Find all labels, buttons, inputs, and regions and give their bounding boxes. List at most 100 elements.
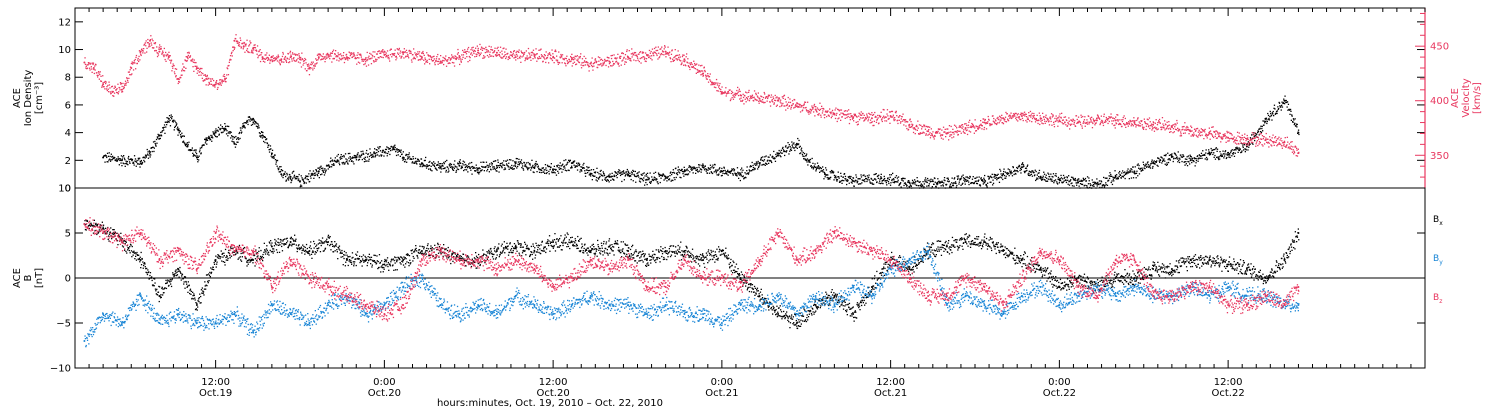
- data-point: [471, 52, 472, 53]
- data-point: [362, 151, 363, 152]
- data-point: [897, 123, 898, 124]
- data-point: [128, 158, 129, 159]
- data-point: [732, 97, 733, 98]
- data-point: [275, 159, 276, 160]
- data-point: [1267, 113, 1268, 114]
- data-point: [1265, 121, 1266, 122]
- data-point: [1271, 115, 1272, 116]
- data-point: [215, 130, 216, 131]
- data-point: [255, 47, 256, 48]
- data-point: [641, 57, 642, 58]
- data-point: [844, 114, 845, 115]
- data-point: [978, 180, 979, 181]
- data-point: [705, 165, 706, 166]
- data-point: [1095, 182, 1096, 183]
- data-point: [330, 56, 331, 57]
- data-point: [580, 166, 581, 167]
- data-point: [850, 178, 851, 179]
- data-point: [664, 45, 665, 46]
- data-point: [195, 62, 196, 63]
- data-point: [993, 183, 994, 184]
- data-point: [1201, 153, 1202, 154]
- data-point: [855, 174, 856, 175]
- data-point: [1022, 162, 1023, 163]
- data-point: [465, 51, 466, 52]
- data-point: [516, 167, 517, 168]
- data-point: [172, 66, 173, 67]
- data-point: [596, 61, 597, 62]
- data-point: [345, 153, 346, 154]
- data-point: [429, 165, 430, 166]
- data-point: [127, 78, 128, 79]
- data-point: [1023, 164, 1024, 165]
- data-point: [124, 158, 125, 159]
- data-point: [112, 156, 113, 157]
- data-point: [306, 70, 307, 71]
- data-point: [290, 55, 291, 56]
- data-point: [404, 161, 405, 162]
- data-point: [120, 158, 121, 159]
- data-point: [708, 82, 709, 83]
- data-point: [558, 51, 559, 52]
- data-point: [558, 64, 559, 65]
- data-point: [551, 49, 552, 50]
- data-point: [518, 161, 519, 162]
- data-point: [1156, 160, 1157, 161]
- data-point: [467, 49, 468, 50]
- data-point: [220, 83, 221, 84]
- data-point: [696, 63, 697, 64]
- data-point: [653, 180, 654, 181]
- data-point: [632, 172, 633, 173]
- data-point: [819, 172, 820, 173]
- data-point: [513, 57, 514, 58]
- data-point: [479, 55, 480, 56]
- data-point: [994, 174, 995, 175]
- data-point: [765, 165, 766, 166]
- data-point: [157, 137, 158, 138]
- data-point: [123, 155, 124, 156]
- data-point: [257, 126, 258, 127]
- data-point: [408, 154, 409, 155]
- data-point: [930, 181, 931, 182]
- data-point: [575, 56, 576, 57]
- data-point: [621, 174, 622, 175]
- data-point: [300, 186, 301, 187]
- data-point: [802, 155, 803, 156]
- data-point: [254, 44, 255, 45]
- data-point: [880, 183, 881, 184]
- data-point: [412, 54, 413, 55]
- data-point: [664, 48, 665, 49]
- data-point: [483, 162, 484, 163]
- data-point: [1145, 165, 1146, 166]
- data-point: [1112, 184, 1113, 185]
- data-point: [645, 179, 646, 180]
- data-point: [432, 163, 433, 164]
- data-point: [655, 172, 656, 173]
- data-point: [802, 154, 803, 155]
- data-point: [1105, 178, 1106, 179]
- data-point: [486, 49, 487, 50]
- data-point: [497, 159, 498, 160]
- data-point: [649, 50, 650, 51]
- data-point: [450, 163, 451, 164]
- data-point: [424, 55, 425, 56]
- data-point: [193, 71, 194, 72]
- data-point: [437, 165, 438, 166]
- data-point: [522, 52, 523, 53]
- data-point: [665, 176, 667, 178]
- data-point: [619, 170, 620, 171]
- data-point: [560, 162, 561, 163]
- data-point: [1232, 149, 1233, 150]
- data-point: [364, 161, 365, 162]
- data-point: [249, 44, 250, 45]
- data-point: [162, 51, 163, 52]
- data-point: [488, 167, 489, 168]
- data-point: [256, 51, 257, 52]
- data-point: [455, 172, 456, 173]
- data-point: [636, 54, 637, 55]
- data-point: [489, 46, 490, 47]
- data-point: [932, 179, 933, 180]
- data-point: [290, 51, 291, 52]
- data-point: [1181, 161, 1182, 162]
- data-point: [438, 64, 439, 65]
